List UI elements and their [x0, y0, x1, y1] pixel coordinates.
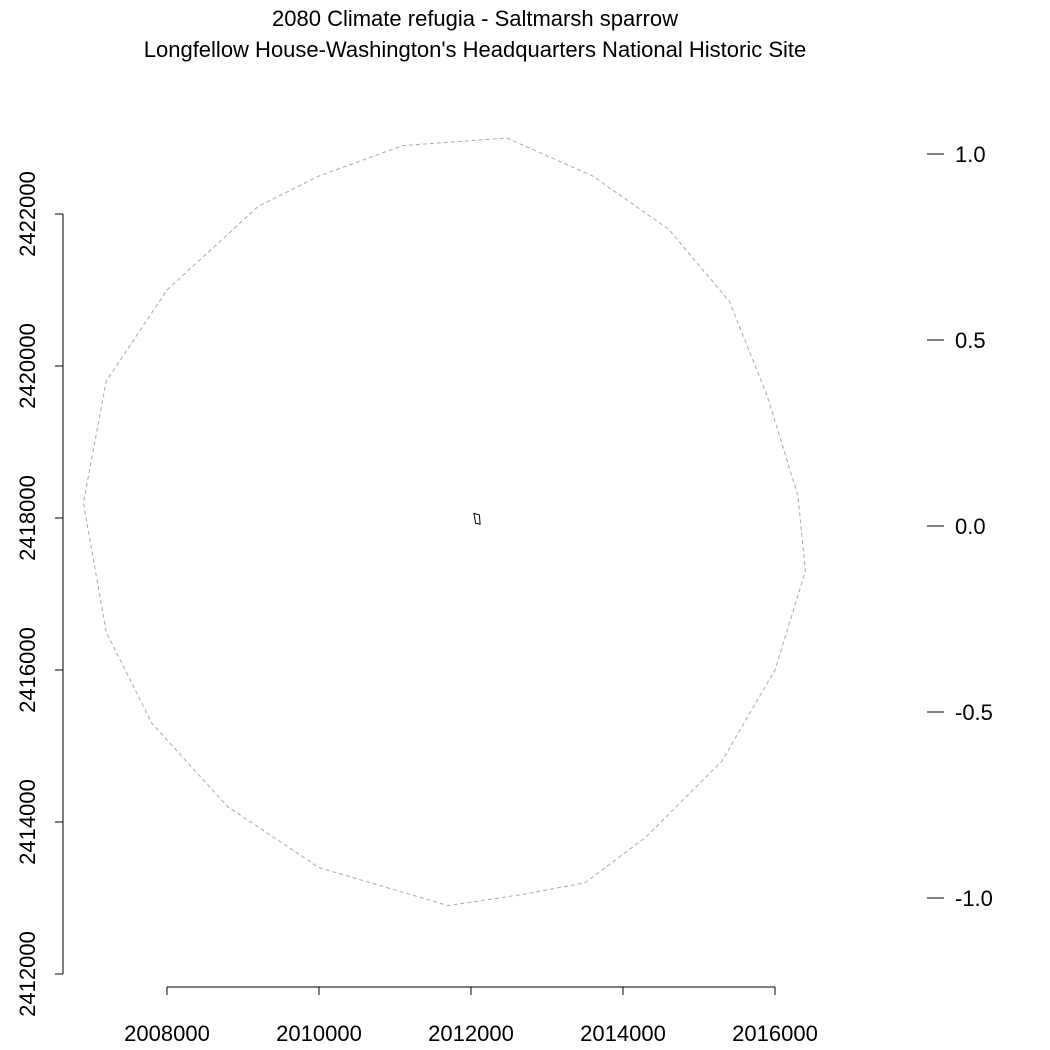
- map-layer: [82, 137, 806, 907]
- y-tick-label: 2418000: [15, 475, 40, 561]
- x-tick-label: 2016000: [732, 1021, 818, 1046]
- y-tick-label: 2416000: [15, 627, 40, 713]
- legend-tick-label: 0.5: [955, 328, 986, 353]
- legend-tick-label: -1.0: [955, 886, 993, 911]
- legend-axis: 1.0 0.5 0.0 -0.5 -1.0: [927, 142, 993, 911]
- legend-tick-label: 1.0: [955, 142, 986, 167]
- y-tick-label: 2422000: [15, 171, 40, 257]
- x-tick-label: 2008000: [124, 1021, 210, 1046]
- park-boundary: [473, 512, 481, 525]
- chart-title: 2080 Climate refugia - Saltmarsh sparrow: [272, 6, 678, 31]
- x-tick-label: 2014000: [580, 1021, 666, 1046]
- chart-subtitle: Longfellow House-Washington's Headquarte…: [144, 37, 807, 62]
- x-axis: 2008000 2010000 2012000 2014000 2016000: [124, 986, 818, 1046]
- buffer-outline: [82, 137, 806, 907]
- legend-tick-label: 0.0: [955, 514, 986, 539]
- y-axis: 2412000 2414000 2416000 2418000 2420000 24220…: [15, 171, 64, 1017]
- y-tick-label: 2414000: [15, 779, 40, 865]
- x-tick-label: 2012000: [428, 1021, 514, 1046]
- legend-tick-label: -0.5: [955, 700, 993, 725]
- y-tick-label: 2420000: [15, 323, 40, 409]
- y-tick-label: 2412000: [15, 931, 40, 1017]
- x-tick-label: 2010000: [276, 1021, 362, 1046]
